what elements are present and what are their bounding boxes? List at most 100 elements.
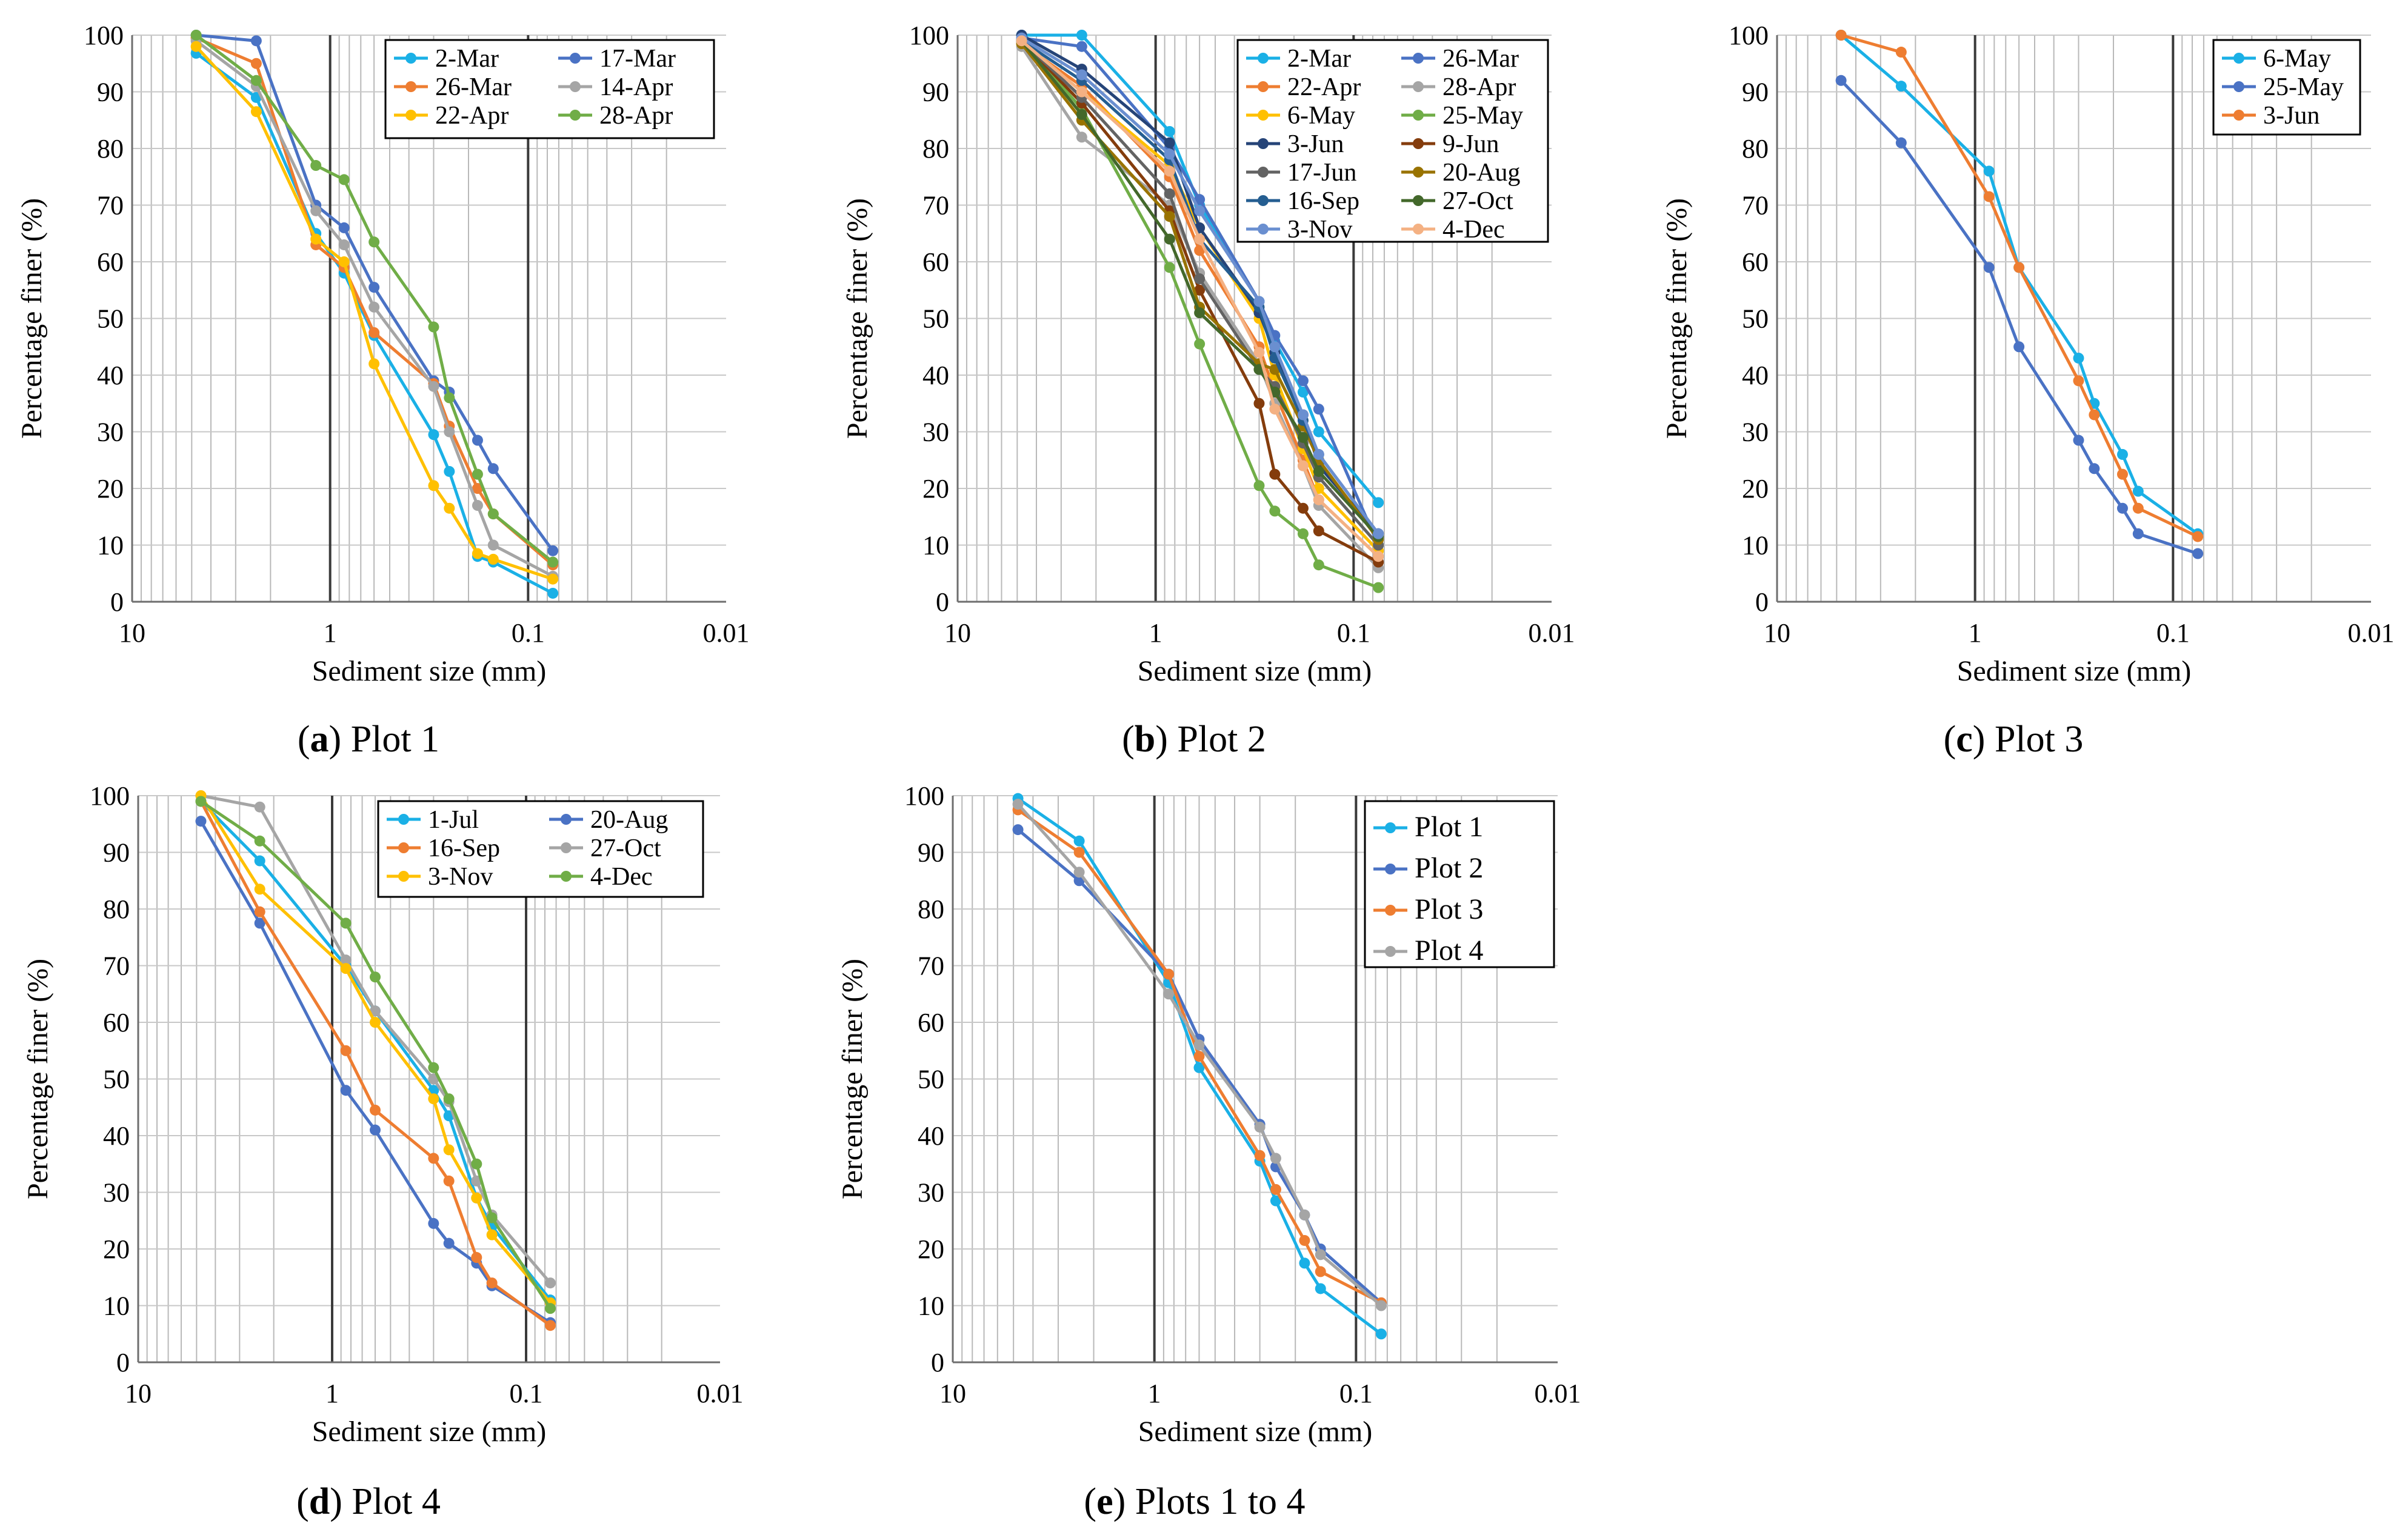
data-point [2116,468,2128,480]
data-point [1269,505,1281,517]
data-point [340,963,352,974]
legend-label: 27-Oct [1442,187,1513,215]
data-point [250,58,262,69]
data-point [1194,205,1206,216]
legend-item: 20-Aug [549,806,668,834]
data-point [254,801,265,813]
data-point [544,1320,556,1331]
data-point [487,508,499,520]
data-point [1895,81,1907,92]
legend-item: 16-Sep [1246,187,1359,215]
legend-swatch-marker [1413,81,1424,92]
caption-close: ) [1113,1481,1135,1522]
legend-item: Plot 4 [1373,934,1483,967]
legend-swatch-marker [570,81,581,92]
data-point [1983,262,1995,273]
legend-item: 17-Mar [558,45,676,73]
y-tick-label: 0 [116,1348,130,1377]
y-axis-label: Percentage finer (%) [16,198,48,439]
data-point [2073,352,2084,364]
y-tick-label: 60 [103,1008,130,1037]
panel-caption: (b) Plot 2 [1122,719,1266,760]
x-tick-label: 0.01 [697,1379,744,1408]
legend-box [1236,39,1549,243]
data-point [428,381,439,392]
data-point [1073,867,1085,878]
y-tick-label: 90 [1742,78,1769,107]
legend-swatch-marker [1413,195,1424,206]
legend: 2-Mar 17-Mar 26-Mar 14-Apr 22-Apr 28-Apr [384,39,715,139]
data-point [1193,1039,1205,1051]
legend-label: Plot 1 [1415,811,1483,843]
data-point [1163,968,1175,980]
legend-label: 26-Mar [435,73,512,101]
x-axis-label: Sediment size (mm) [312,655,547,687]
data-point [1194,194,1206,205]
series-line [195,45,553,581]
data-point [544,1277,556,1289]
caption-close: ) [330,1481,352,1522]
data-point [444,502,455,514]
data-point [487,463,499,474]
legend-item: 26-Mar [394,73,512,101]
caption-text: Plot 1 [351,719,439,760]
legend-swatch-marker [1413,167,1424,178]
data-point [369,282,380,293]
y-tick-label: 80 [922,134,949,164]
y-tick-label: 60 [922,247,949,277]
data-point [1194,245,1206,256]
legend-item: 3-Jun [2222,102,2320,130]
y-tick-label: 50 [918,1065,944,1094]
y-tick-label: 20 [922,474,949,504]
y-tick-label: 30 [922,418,949,447]
legend-swatch-marker [561,842,572,853]
data-point [190,41,202,52]
data-point [2013,262,2025,273]
data-point [428,429,439,441]
y-tick-label: 60 [97,247,124,277]
data-point [1835,75,1847,86]
data-point [1299,1257,1310,1269]
data-point [1313,448,1324,460]
legend-item: 27-Oct [549,834,661,862]
legend-item: 3-Jun [1246,130,1344,158]
data-point [1194,284,1206,296]
data-point [1297,460,1309,471]
data-point [1315,1283,1326,1294]
legend-label: 3-Nov [1287,216,1352,244]
legend-label: 2-Mar [1287,45,1351,73]
panel-caption: (a) Plot 1 [298,719,439,760]
x-tick-label: 1 [324,618,337,648]
x-tick-label: 10 [1764,618,1790,648]
data-point [428,1062,439,1073]
x-tick-label: 0.1 [512,618,545,648]
legend: Plot 1 Plot 2 Plot 3 Plot 4 [1364,800,1555,968]
series-line [195,34,554,564]
y-tick-label: 90 [918,838,944,868]
series-line [195,39,554,578]
x-tick-label: 10 [939,1379,966,1408]
legend-swatch-marker [1385,905,1396,916]
legend-swatch-marker [1385,864,1396,874]
data-point [1164,137,1175,148]
x-axis-label: Sediment size (mm) [1138,655,1372,687]
data-point [340,1085,352,1096]
caption-letter: b [1135,719,1155,760]
legend-swatch-marker [398,814,409,825]
legend-item: 9-Jun [1401,130,1499,158]
series-16-sep [195,796,556,1331]
y-tick-label: 70 [103,951,130,981]
data-point [443,1093,455,1105]
data-point [1895,137,1907,148]
y-axis-label: Percentage finer (%) [836,959,869,1199]
legend-label: Plot 2 [1415,852,1483,884]
data-point [486,1212,498,1224]
data-point [254,835,265,847]
legend-box [377,800,704,898]
data-point [1895,47,1907,58]
caption-letter: c [1956,719,1973,760]
legend-item: 4-Dec [549,863,653,891]
legend-swatch-marker [2233,53,2244,64]
data-point [547,556,559,568]
data-point [472,468,483,480]
